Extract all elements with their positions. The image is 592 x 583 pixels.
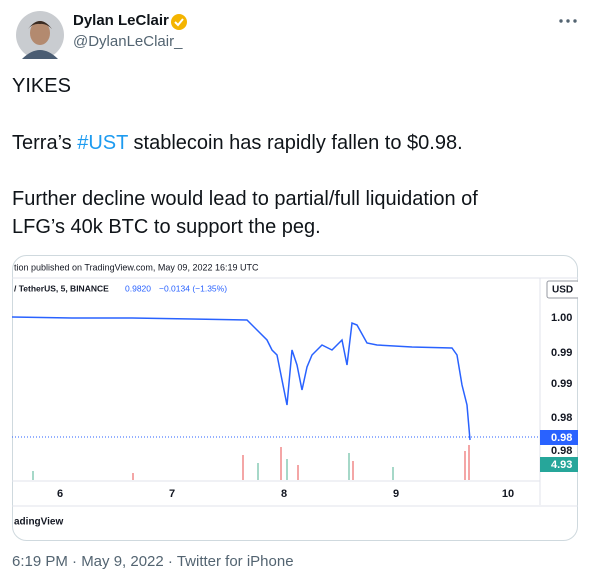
tweet-image[interactable]: tion published on TradingView.com, May 0…: [12, 255, 578, 541]
image-frame: [12, 255, 578, 541]
avatar[interactable]: [16, 11, 64, 59]
x-label: 10: [502, 488, 514, 500]
price-trace: [12, 316, 471, 441]
more-button[interactable]: [558, 16, 578, 26]
price: 0.9820: [125, 283, 151, 293]
x-label: 6: [57, 488, 63, 500]
currency: USD: [552, 285, 573, 296]
price-label: 0.99: [551, 378, 572, 390]
current-price-box: [540, 430, 578, 445]
tweet-text: LFG’s 40k BTC to support the peg.: [12, 216, 321, 238]
price-label: 1.00: [551, 312, 572, 324]
timestamp[interactable]: 6:19 PM · May 9, 2022 ·: [12, 553, 177, 570]
chart-header: tion published on TradingView.com, May 0…: [14, 262, 259, 272]
price-label: 0.98: [551, 412, 572, 424]
volume-bars: [32, 445, 470, 480]
footer: 6:19 PM · May 9, 2022 · Twitter for iPho…: [12, 553, 294, 570]
tweet-text: Terra’s #UST stablecoin has rapidly fall…: [12, 132, 463, 155]
tweet-text: Further decline would lead to partial/fu…: [12, 188, 478, 210]
author-name[interactable]: Dylan LeClair: [73, 12, 169, 29]
x-label: 9: [393, 488, 399, 500]
price-label: 0.99: [551, 347, 572, 359]
verified-badge: [171, 14, 187, 30]
text: stablecoin has rapidly fallen to $0.98.: [127, 132, 463, 154]
x-label: 8: [281, 488, 287, 500]
brand: adingView: [14, 517, 63, 528]
volume: 4.93: [551, 459, 572, 471]
tweet-text: YIKES: [12, 75, 71, 97]
volume-box: [540, 457, 578, 472]
author-handle[interactable]: @DylanLeClair_: [73, 33, 183, 50]
symbol: / TetherUS, 5, BINANCE: [14, 283, 109, 293]
low-price: 0.98: [551, 445, 572, 457]
source[interactable]: Twitter for iPhone: [176, 553, 294, 570]
text: Terra’s: [12, 132, 78, 154]
x-label: 7: [169, 488, 175, 500]
hashtag[interactable]: #UST: [77, 132, 128, 154]
current-price: 0.98: [551, 432, 572, 444]
change: −0.0134 (−1.35%): [159, 283, 227, 293]
currency-box: [546, 280, 578, 299]
